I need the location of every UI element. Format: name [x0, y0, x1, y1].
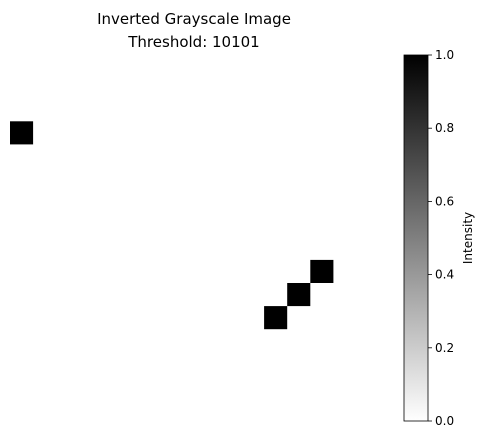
chart-title-line2: Threshold: 10101 — [127, 33, 259, 51]
pixel-cell-1 — [310, 259, 334, 283]
pixel-cell-0 — [10, 121, 34, 145]
colorbar-tick-label-2: 0.4 — [435, 268, 454, 282]
pixel-cell-3 — [264, 306, 288, 330]
chart-title-line1: Inverted Grayscale Image — [97, 10, 291, 28]
image-area — [10, 121, 334, 330]
colorbar-tick-label-5: 1.0 — [435, 48, 454, 62]
colorbar-tick-label-1: 0.2 — [435, 341, 454, 355]
colorbar-tick-label-0: 0.0 — [435, 414, 454, 428]
colorbar-tick-label-4: 0.8 — [435, 121, 454, 135]
pixel-cell-2 — [287, 283, 311, 307]
colorbar-ticks: 0.0 0.2 0.4 0.6 0.8 1.0 — [428, 48, 454, 428]
colorbar — [403, 54, 429, 422]
colorbar-label: Intensity — [461, 212, 475, 264]
colorbar-tick-label-3: 0.6 — [435, 194, 454, 208]
